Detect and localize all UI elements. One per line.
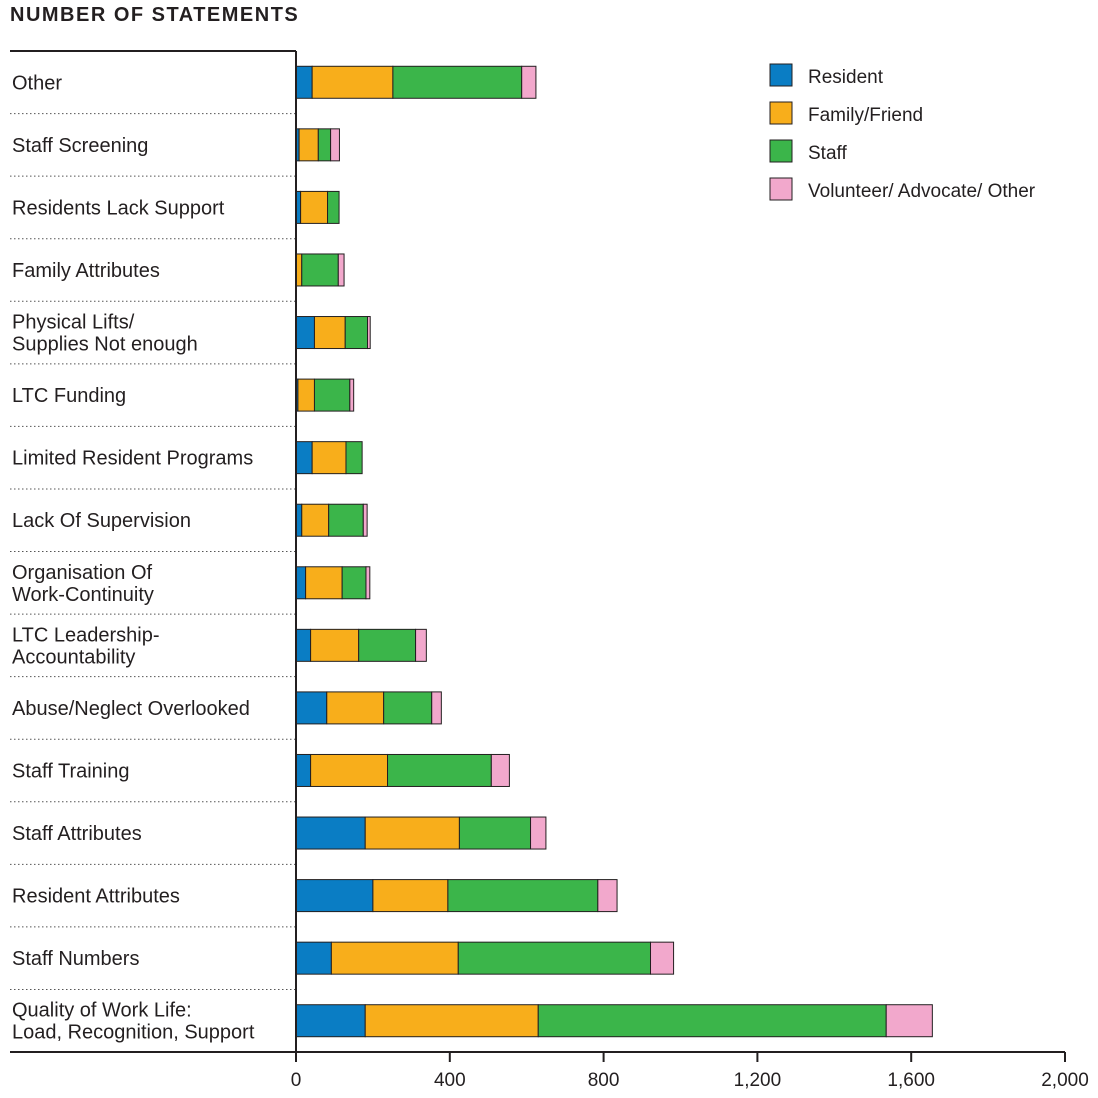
axes: 0 400 800 1,200 1,600 2,000 (10, 50, 1089, 1091)
legend-swatch (769, 101, 793, 125)
category-label: LTC Funding (12, 385, 126, 407)
bar-segment-resident (295, 879, 374, 913)
category-label: Supplies Not enough (12, 334, 198, 356)
x-tick-label: 0 (291, 1070, 302, 1091)
bar-segment-staff (387, 753, 492, 787)
bar-segment-staff (358, 628, 417, 662)
category-label: Limited Resident Programs (12, 448, 253, 470)
bar-segment-staff (457, 941, 652, 975)
category-label: Organisation Of (12, 562, 153, 584)
bar-segment-volunteer-advocate-other (885, 1004, 933, 1038)
category-label: Residents Lack Support (12, 197, 225, 219)
bar-segment-staff (383, 691, 433, 725)
bar-segment-resident (295, 65, 313, 99)
category-label: Staff Training (12, 760, 129, 782)
bar-segment-volunteer-advocate-other (330, 128, 340, 162)
x-tick-label: 1,200 (734, 1070, 782, 1091)
bar-segment-staff (344, 316, 369, 350)
legend-swatch (769, 63, 793, 87)
bar-segment-staff (301, 253, 339, 287)
category-label: Abuse/Neglect Overlooked (12, 698, 250, 720)
bar-segment-resident (295, 941, 332, 975)
chart-title: NUMBER OF STATEMENTS (10, 4, 300, 26)
bar-segment-staff (537, 1004, 887, 1038)
legend-swatch (769, 139, 793, 163)
bar-segment-volunteer-advocate-other (362, 503, 368, 537)
bar-segment-staff (341, 566, 367, 600)
bar-segment-resident (295, 441, 313, 475)
bar-segment-resident (295, 1004, 366, 1038)
bar-segment-staff (313, 378, 351, 412)
bar-segment-resident (295, 753, 312, 787)
bar-segment-resident (295, 691, 328, 725)
legend-label: Resident (808, 67, 884, 88)
category-labels: Other Staff Screening Residents Lack Suppo… (10, 72, 296, 1044)
bar-segment-resident (295, 566, 307, 600)
category-label: Resident Attributes (12, 886, 180, 908)
bar-segment-family-friend (301, 503, 330, 537)
category-label: Load, Recognition, Support (12, 1022, 255, 1044)
bar-segment-resident (295, 816, 366, 850)
x-tick-label: 2,000 (1041, 1070, 1089, 1091)
category-label: Other (12, 72, 62, 94)
bar-segment-resident (295, 316, 315, 350)
bar-segment-volunteer-advocate-other (490, 753, 510, 787)
bar-segment-staff (458, 816, 532, 850)
bar-segment-volunteer-advocate-other (597, 879, 618, 913)
legend-label: Staff (808, 143, 847, 164)
bar-segment-staff (447, 879, 599, 913)
bar-segment-resident (295, 628, 312, 662)
bar-segment-family-friend (310, 753, 389, 787)
bar-segment-volunteer-advocate-other (431, 691, 442, 725)
bar-segment-family-friend (311, 441, 347, 475)
x-tick-label: 800 (588, 1070, 620, 1091)
category-label: Staff Numbers (12, 948, 139, 970)
category-label: Quality of Work Life: (12, 1000, 192, 1022)
bar-segment-family-friend (372, 879, 449, 913)
category-label: Physical Lifts/ (12, 312, 135, 334)
category-label: Lack Of Supervision (12, 510, 191, 532)
bar-segment-volunteer-advocate-other (349, 378, 355, 412)
bar-segment-family-friend (311, 65, 394, 99)
bar-segment-volunteer-advocate-other (530, 816, 547, 850)
bar-segment-staff (328, 503, 364, 537)
category-label: Staff Screening (12, 135, 148, 157)
x-tick-label: 400 (434, 1070, 466, 1091)
category-label: Family Attributes (12, 260, 160, 282)
category-label: LTC Leadership- (12, 624, 159, 646)
bar-segment-volunteer-advocate-other (650, 941, 675, 975)
category-label: Work-Continuity (12, 584, 154, 606)
bar-segment-family-friend (297, 378, 315, 412)
category-label: Accountability (12, 646, 135, 668)
x-tick-label: 1,600 (887, 1070, 935, 1091)
bar-segment-volunteer-advocate-other (365, 566, 371, 600)
legend-swatch (769, 177, 793, 201)
legend: Resident Family/Friend Staff Volunteer/ Adv… (769, 63, 1036, 202)
legend-label: Volunteer/ Advocate/ Other (808, 181, 1036, 202)
category-label: Staff Attributes (12, 823, 142, 845)
bar-segment-family-friend (364, 1004, 539, 1038)
bar-segment-volunteer-advocate-other (367, 316, 371, 350)
bar-segment-volunteer-advocate-other (521, 65, 537, 99)
bar-segment-family-friend (326, 691, 385, 725)
bar-segment-family-friend (313, 316, 346, 350)
bar-segment-volunteer-advocate-other (337, 253, 345, 287)
bar-segment-family-friend (300, 190, 329, 224)
bar-segment-family-friend (298, 128, 319, 162)
bar-segment-staff (317, 128, 332, 162)
legend-label: Family/Friend (808, 105, 923, 126)
bar-segment-staff (327, 190, 340, 224)
bar-segment-volunteer-advocate-other (415, 628, 427, 662)
bar-segment-family-friend (305, 566, 343, 600)
bar-segment-family-friend (364, 816, 460, 850)
bar-segment-staff (392, 65, 523, 99)
bar-segment-family-friend (330, 941, 459, 975)
bar-segment-family-friend (310, 628, 360, 662)
bar-segment-staff (345, 441, 363, 475)
bars (295, 65, 933, 1038)
